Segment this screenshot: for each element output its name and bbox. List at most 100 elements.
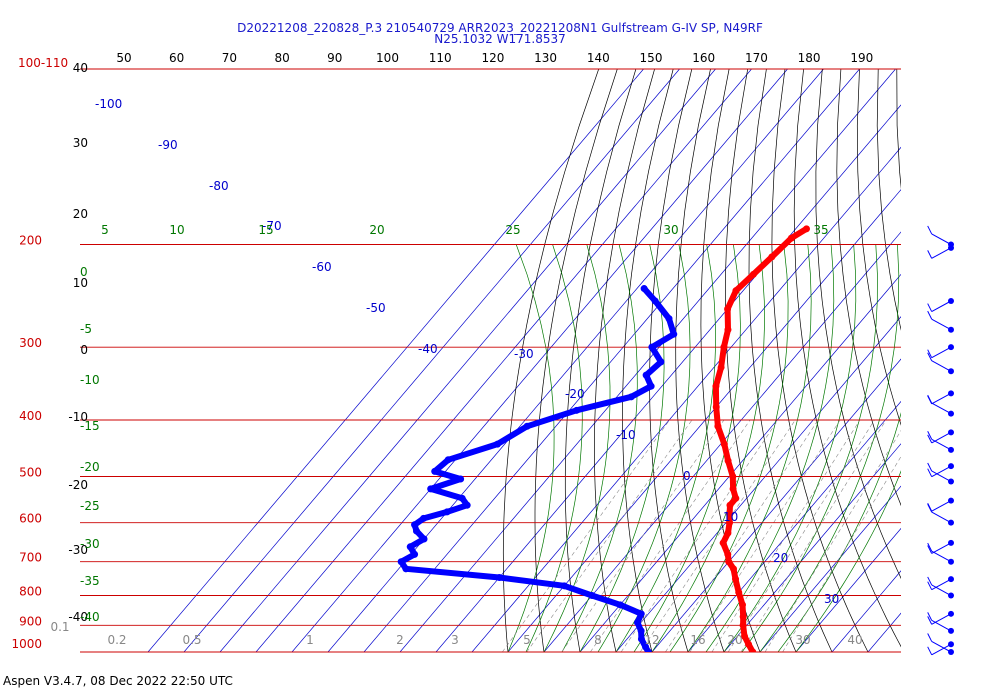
dewpoint-point bbox=[493, 440, 501, 448]
isotherm-line bbox=[219, 69, 716, 652]
isotherm-line bbox=[651, 358, 901, 652]
mixing-ratio-label: 16 bbox=[690, 633, 705, 647]
dry-adiabat-line bbox=[649, 69, 693, 652]
wind-barb-flag bbox=[927, 633, 933, 642]
dry-adiabat-line bbox=[771, 69, 869, 652]
wind-barb-flag bbox=[927, 468, 933, 477]
mixing-ratio-line bbox=[502, 419, 670, 652]
dry-adiabat-line bbox=[876, 69, 901, 331]
dewpoint-point bbox=[637, 635, 645, 643]
dry-adiabat-line bbox=[971, 69, 1000, 652]
left-scale-label: -30 bbox=[68, 543, 88, 557]
top-scale-label: 120 bbox=[481, 51, 504, 65]
isotherm-line bbox=[291, 69, 788, 652]
mixing-ratio-line bbox=[561, 419, 725, 652]
dry-adiabat-line bbox=[990, 69, 1000, 652]
theta-label-left: -15 bbox=[80, 419, 100, 433]
isotherm-label: -70 bbox=[262, 219, 282, 233]
theta-label-left: -5 bbox=[80, 322, 92, 336]
dewpoint-point bbox=[657, 358, 665, 366]
mixing-ratio-line bbox=[689, 419, 841, 652]
mixing-ratio-label: 2 bbox=[396, 633, 404, 647]
wind-barb-staff bbox=[931, 613, 952, 625]
top-scale-label: 70 bbox=[222, 51, 237, 65]
temperature-point bbox=[739, 621, 747, 629]
moist-adiabat-line bbox=[615, 244, 716, 652]
dewpoint-point bbox=[637, 627, 645, 635]
temperature-point bbox=[724, 457, 732, 465]
top-scale-label: 170 bbox=[745, 51, 768, 65]
wind-barb-staff bbox=[931, 392, 952, 405]
isotherm-label: -40 bbox=[418, 342, 438, 356]
wind-barb-staff bbox=[931, 360, 952, 372]
dewpoint-point bbox=[420, 514, 428, 522]
mixing-ratio-label: 0.2 bbox=[107, 633, 126, 647]
wind-barb-staff bbox=[931, 233, 952, 245]
theta-label-top: 15 bbox=[258, 223, 273, 237]
wind-barb-flag bbox=[927, 434, 933, 444]
wind-barb-flag bbox=[927, 576, 933, 586]
wind-barb-flag bbox=[927, 349, 933, 358]
wind-barb-flag bbox=[927, 581, 933, 590]
dry-adiabat-line bbox=[934, 69, 1000, 652]
top-scale-label: 130 bbox=[534, 51, 557, 65]
temperature-point bbox=[719, 539, 727, 547]
top-scale-label: 110 bbox=[429, 51, 452, 65]
dewpoint-point bbox=[495, 573, 503, 581]
temperature-point bbox=[726, 510, 734, 518]
isotherm-line bbox=[183, 69, 680, 652]
isotherm-line bbox=[435, 104, 901, 652]
pressure-label: 800 bbox=[19, 585, 42, 599]
mixing-ratio-line bbox=[727, 419, 875, 652]
mixing-ratio-line bbox=[711, 419, 861, 652]
theta-label-left: -25 bbox=[80, 499, 100, 513]
pressure-label: 900 bbox=[19, 614, 42, 628]
dewpoint-point bbox=[457, 475, 465, 483]
temperature-point bbox=[802, 225, 810, 233]
temperature-point bbox=[724, 529, 732, 537]
dewpoint-point bbox=[444, 456, 452, 464]
temperature-point bbox=[732, 494, 740, 502]
wind-barb-flag bbox=[927, 352, 933, 361]
theta-label-left: -40 bbox=[80, 610, 100, 624]
mixing-ratio-label: 12 bbox=[644, 633, 659, 647]
dewpoint-point bbox=[458, 494, 466, 502]
wind-barb-flag bbox=[927, 250, 933, 259]
mixing-ratio-line bbox=[639, 419, 796, 652]
wind-barb-staff bbox=[931, 584, 952, 596]
moist-adiabat-line bbox=[759, 244, 900, 652]
top-scale-label: 60 bbox=[169, 51, 184, 65]
dewpoint-point bbox=[616, 601, 624, 609]
temperature-point bbox=[745, 640, 753, 648]
temperature-point bbox=[732, 287, 740, 295]
chart-location: N25.1032 W171.8537 bbox=[434, 32, 566, 46]
dewpoint-point bbox=[642, 371, 650, 379]
top-scale-label: 160 bbox=[692, 51, 715, 65]
dry-adiabat-line bbox=[815, 69, 901, 579]
mixing-ratio-label: 3 bbox=[451, 633, 459, 647]
mixing-ratio-line bbox=[665, 419, 819, 652]
temperature-point bbox=[739, 601, 747, 609]
pressure-label: 500 bbox=[19, 465, 42, 479]
isotherm-line bbox=[723, 443, 901, 652]
dewpoint-point bbox=[640, 285, 648, 293]
wind-barb-staff bbox=[931, 511, 952, 524]
dry-adiabat-line bbox=[564, 69, 637, 652]
mixing-ratio-line bbox=[740, 419, 887, 652]
dewpoint-point bbox=[588, 592, 596, 600]
wind-barb-flag bbox=[927, 545, 933, 554]
left-scale-label: -40 bbox=[68, 610, 88, 624]
temperature-point bbox=[717, 363, 725, 371]
dewpoint-point bbox=[670, 330, 678, 338]
pressure-label-100: 100-110 bbox=[18, 56, 68, 70]
temperature-point bbox=[768, 253, 776, 261]
temperature-point bbox=[725, 558, 733, 566]
isotherm-label: -30 bbox=[514, 347, 534, 361]
mixing-ratio-label: 8 bbox=[594, 633, 602, 647]
wind-barb-staff bbox=[931, 402, 952, 415]
isotherm-label: -80 bbox=[209, 179, 229, 193]
temperature-point bbox=[749, 270, 757, 278]
isotherm-label: -50 bbox=[366, 301, 386, 315]
top-scale-label: 50 bbox=[116, 51, 131, 65]
theta-label-left: -35 bbox=[80, 574, 100, 588]
